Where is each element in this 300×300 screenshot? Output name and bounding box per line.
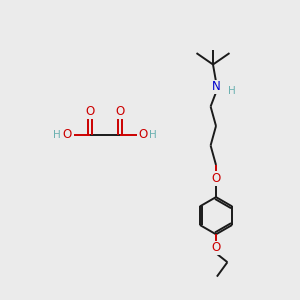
Text: O: O — [139, 128, 148, 142]
Text: H: H — [228, 85, 236, 96]
Text: O: O — [212, 241, 220, 254]
Text: O: O — [62, 128, 71, 142]
Text: O: O — [212, 172, 220, 185]
Text: N: N — [212, 80, 220, 94]
Text: H: H — [53, 130, 61, 140]
Text: O: O — [116, 105, 124, 118]
Text: O: O — [85, 105, 94, 118]
Text: H: H — [149, 130, 157, 140]
